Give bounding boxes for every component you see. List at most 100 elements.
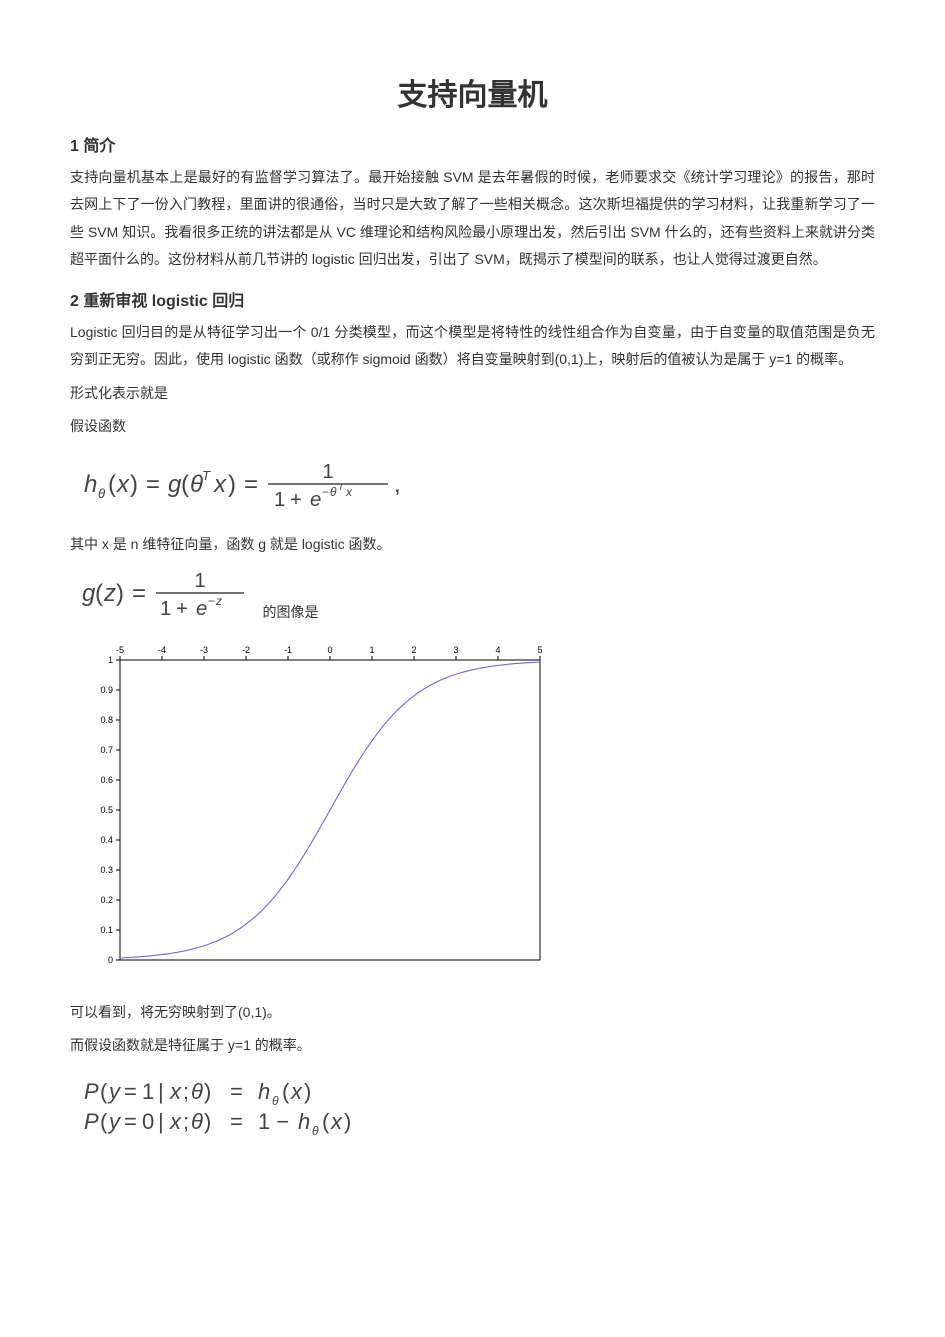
section-1-heading: 1 简介 (70, 132, 875, 156)
svg-text:=: = (124, 1079, 137, 1104)
svg-text:0.4: 0.4 (100, 835, 113, 845)
svg-text:): ) (130, 471, 138, 498)
svg-text:θ: θ (312, 1124, 319, 1138)
svg-text:−: − (208, 594, 215, 608)
svg-text:): ) (204, 1109, 211, 1134)
svg-text:1: 1 (322, 461, 333, 483)
svg-text:0.6: 0.6 (100, 775, 113, 785)
svg-text:x: x (290, 1079, 303, 1104)
svg-text:0.2: 0.2 (100, 895, 113, 905)
svg-text:-2: -2 (242, 645, 250, 655)
svg-text:0.1: 0.1 (100, 925, 113, 935)
svg-text:1: 1 (160, 598, 171, 620)
gz-caption-suffix: 的图像是 (262, 602, 318, 622)
svg-text:1: 1 (142, 1079, 154, 1104)
svg-text:0.7: 0.7 (100, 745, 113, 755)
svg-text:1: 1 (369, 645, 374, 655)
svg-text:x: x (169, 1079, 182, 1104)
svg-text:=: = (124, 1109, 137, 1134)
svg-text:x: x (169, 1109, 182, 1134)
svg-text:e: e (196, 598, 207, 620)
svg-text:): ) (344, 1109, 351, 1134)
svg-text:x: x (330, 1109, 343, 1134)
svg-text:=: = (230, 1079, 243, 1104)
svg-text:+: + (290, 489, 302, 511)
svg-text:-1: -1 (284, 645, 292, 655)
svg-text:y: y (107, 1109, 122, 1134)
svg-text:): ) (116, 580, 124, 607)
svg-text:θ: θ (272, 1094, 279, 1108)
svg-text:y: y (107, 1079, 122, 1104)
svg-text:2: 2 (411, 645, 416, 655)
section-1-para-1: 支持向量机基本上是最好的有监督学习算法了。最开始接触 SVM 是去年暑假的时候，… (70, 164, 875, 273)
svg-text:(: ( (100, 1109, 108, 1134)
svg-text:g: g (82, 580, 96, 607)
svg-text:(: ( (322, 1109, 330, 1134)
svg-text:x: x (345, 485, 353, 499)
svg-text:(: ( (282, 1079, 290, 1104)
svg-text:0.9: 0.9 (100, 685, 113, 695)
svg-text:=: = (132, 580, 146, 607)
svg-text:): ) (304, 1079, 311, 1104)
svg-text:+: + (176, 598, 188, 620)
svg-text:θ: θ (98, 486, 106, 501)
svg-text:(: ( (100, 1079, 108, 1104)
svg-text:−: − (322, 485, 329, 499)
formula-h-theta: hθ(x)=g(θTx)=11+e−θTx, (80, 454, 875, 517)
svg-text:h: h (298, 1109, 310, 1134)
svg-text:z: z (103, 580, 116, 607)
section-2-para-2: 形式化表示就是 (70, 380, 875, 407)
svg-text:4: 4 (495, 645, 500, 655)
section-2-para-3: 假设函数 (70, 413, 875, 440)
formula-g-z: g(z)=11+e−z (80, 565, 250, 626)
svg-text:0.8: 0.8 (100, 715, 113, 725)
svg-text:h: h (258, 1079, 270, 1104)
svg-text:P: P (84, 1109, 99, 1134)
svg-text:(: ( (95, 580, 103, 607)
svg-text:x: x (213, 471, 227, 498)
svg-text:1 −: 1 − (258, 1109, 289, 1134)
page-title: 支持向量机 (70, 70, 875, 114)
section-2-para-4: 其中 x 是 n 维特征向量，函数 g 就是 logistic 函数。 (70, 531, 875, 558)
svg-text:1: 1 (274, 489, 285, 511)
section-2-para-6: 而假设函数就是特征属于 y=1 的概率。 (70, 1032, 875, 1059)
svg-text:0.3: 0.3 (100, 865, 113, 875)
svg-text:5: 5 (537, 645, 542, 655)
section-2-para-5: 可以看到，将无穷映射到了(0,1)。 (70, 999, 875, 1026)
svg-text:-5: -5 (116, 645, 124, 655)
svg-text:0: 0 (108, 955, 113, 965)
svg-text:0: 0 (327, 645, 332, 655)
page: 支持向量机 1 简介 支持向量机基本上是最好的有监督学习算法了。最开始接触 SV… (0, 0, 945, 1337)
svg-text:,: , (394, 471, 401, 498)
svg-text:z: z (215, 594, 222, 608)
svg-text:): ) (228, 471, 236, 498)
section-2-heading: 2 重新审视 logistic 回归 (70, 287, 875, 311)
svg-text:-4: -4 (158, 645, 166, 655)
svg-text:3: 3 (453, 645, 458, 655)
svg-text:0.5: 0.5 (100, 805, 113, 815)
svg-text:θ: θ (330, 485, 337, 499)
svg-text:1: 1 (194, 570, 205, 592)
svg-text:T: T (202, 468, 211, 483)
svg-text:;: ; (183, 1109, 189, 1134)
svg-text:|: | (158, 1079, 164, 1104)
formula-probability: P(y=1|x;θ)=hθ(x)P(y=0|x;θ)=1 −hθ(x) (80, 1073, 875, 1148)
svg-text:g: g (168, 471, 182, 498)
svg-text:=: = (244, 471, 258, 498)
svg-text:;: ; (183, 1079, 189, 1104)
svg-text:h: h (84, 471, 97, 498)
svg-text:): ) (204, 1079, 211, 1104)
svg-text:θ: θ (191, 1109, 203, 1134)
svg-text:P: P (84, 1079, 99, 1104)
gz-formula-and-caption: g(z)=11+e−z 的图像是 (80, 565, 875, 626)
svg-text:(: ( (181, 471, 189, 498)
svg-text:=: = (230, 1109, 243, 1134)
svg-text:0: 0 (142, 1109, 154, 1134)
svg-text:e: e (310, 489, 321, 511)
svg-text:1: 1 (108, 655, 113, 665)
sigmoid-chart: -5-4-3-2-101234500.10.20.30.40.50.60.70.… (80, 640, 875, 985)
svg-text:x: x (116, 471, 130, 498)
section-2-para-1: Logistic 回归目的是从特征学习出一个 0/1 分类模型，而这个模型是将特… (70, 319, 875, 374)
svg-text:(: ( (108, 471, 116, 498)
svg-text:=: = (146, 471, 160, 498)
